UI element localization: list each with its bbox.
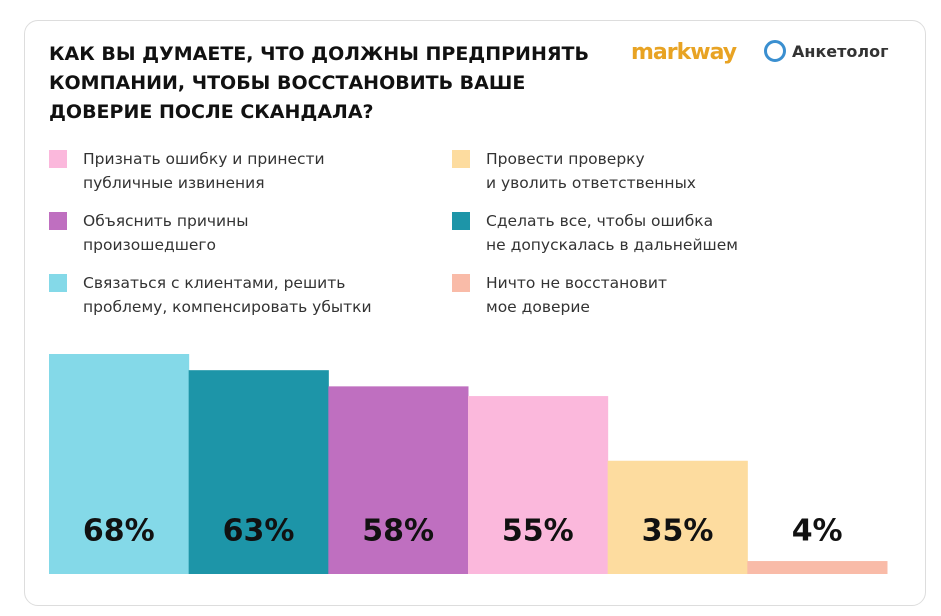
value-label: 63% xyxy=(223,514,295,549)
legend-swatch xyxy=(452,274,470,292)
legend-swatch xyxy=(49,212,67,230)
value-label: 4% xyxy=(792,514,843,549)
value-label: 68% xyxy=(83,514,155,549)
logo-markway: markway xyxy=(631,40,737,65)
legend-swatch xyxy=(452,150,470,168)
legend-swatch xyxy=(49,274,67,292)
bar xyxy=(188,370,329,574)
logo-icon xyxy=(764,40,786,62)
legend-item: Ничто не восстановит мое доверие xyxy=(452,271,667,319)
value-label: 55% xyxy=(502,514,574,549)
legend-label: Сделать все, чтобы ошибка не допускалась… xyxy=(486,212,738,254)
legend-item: Признать ошибку и принести публичные изв… xyxy=(49,147,325,195)
chart-title: КАК ВЫ ДУМАЕТЕ, ЧТО ДОЛЖНЫ ПРЕДПРИНЯТЬ К… xyxy=(49,43,589,123)
legend-label: Объяснить причины произошедшего xyxy=(83,212,249,254)
legend-item: Связаться с клиентами, решить проблему, … xyxy=(49,271,372,319)
legend-label: Связаться с клиентами, решить проблему, … xyxy=(83,274,372,316)
legend-item: Провести проверку и уволить ответственны… xyxy=(452,147,696,195)
legend-item: Сделать все, чтобы ошибка не допускалась… xyxy=(452,209,738,257)
bar xyxy=(607,460,748,574)
legend-swatch xyxy=(452,212,470,230)
bar xyxy=(468,396,609,574)
logo-text: Анкетолог xyxy=(792,41,889,61)
legend-label: Провести проверку и уволить ответственны… xyxy=(486,150,696,192)
value-label: 35% xyxy=(642,514,714,549)
bar xyxy=(49,354,190,574)
bar xyxy=(747,561,888,574)
card xyxy=(24,20,926,606)
logo-anketolog: Анкетолог xyxy=(764,40,888,62)
legend-label: Признать ошибку и принести публичные изв… xyxy=(83,150,325,192)
legend-swatch xyxy=(49,150,67,168)
legend-label: Ничто не восстановит мое доверие xyxy=(486,274,667,316)
bar xyxy=(328,386,469,574)
value-label: 58% xyxy=(362,514,434,549)
legend-item: Объяснить причины произошедшего xyxy=(49,209,249,257)
